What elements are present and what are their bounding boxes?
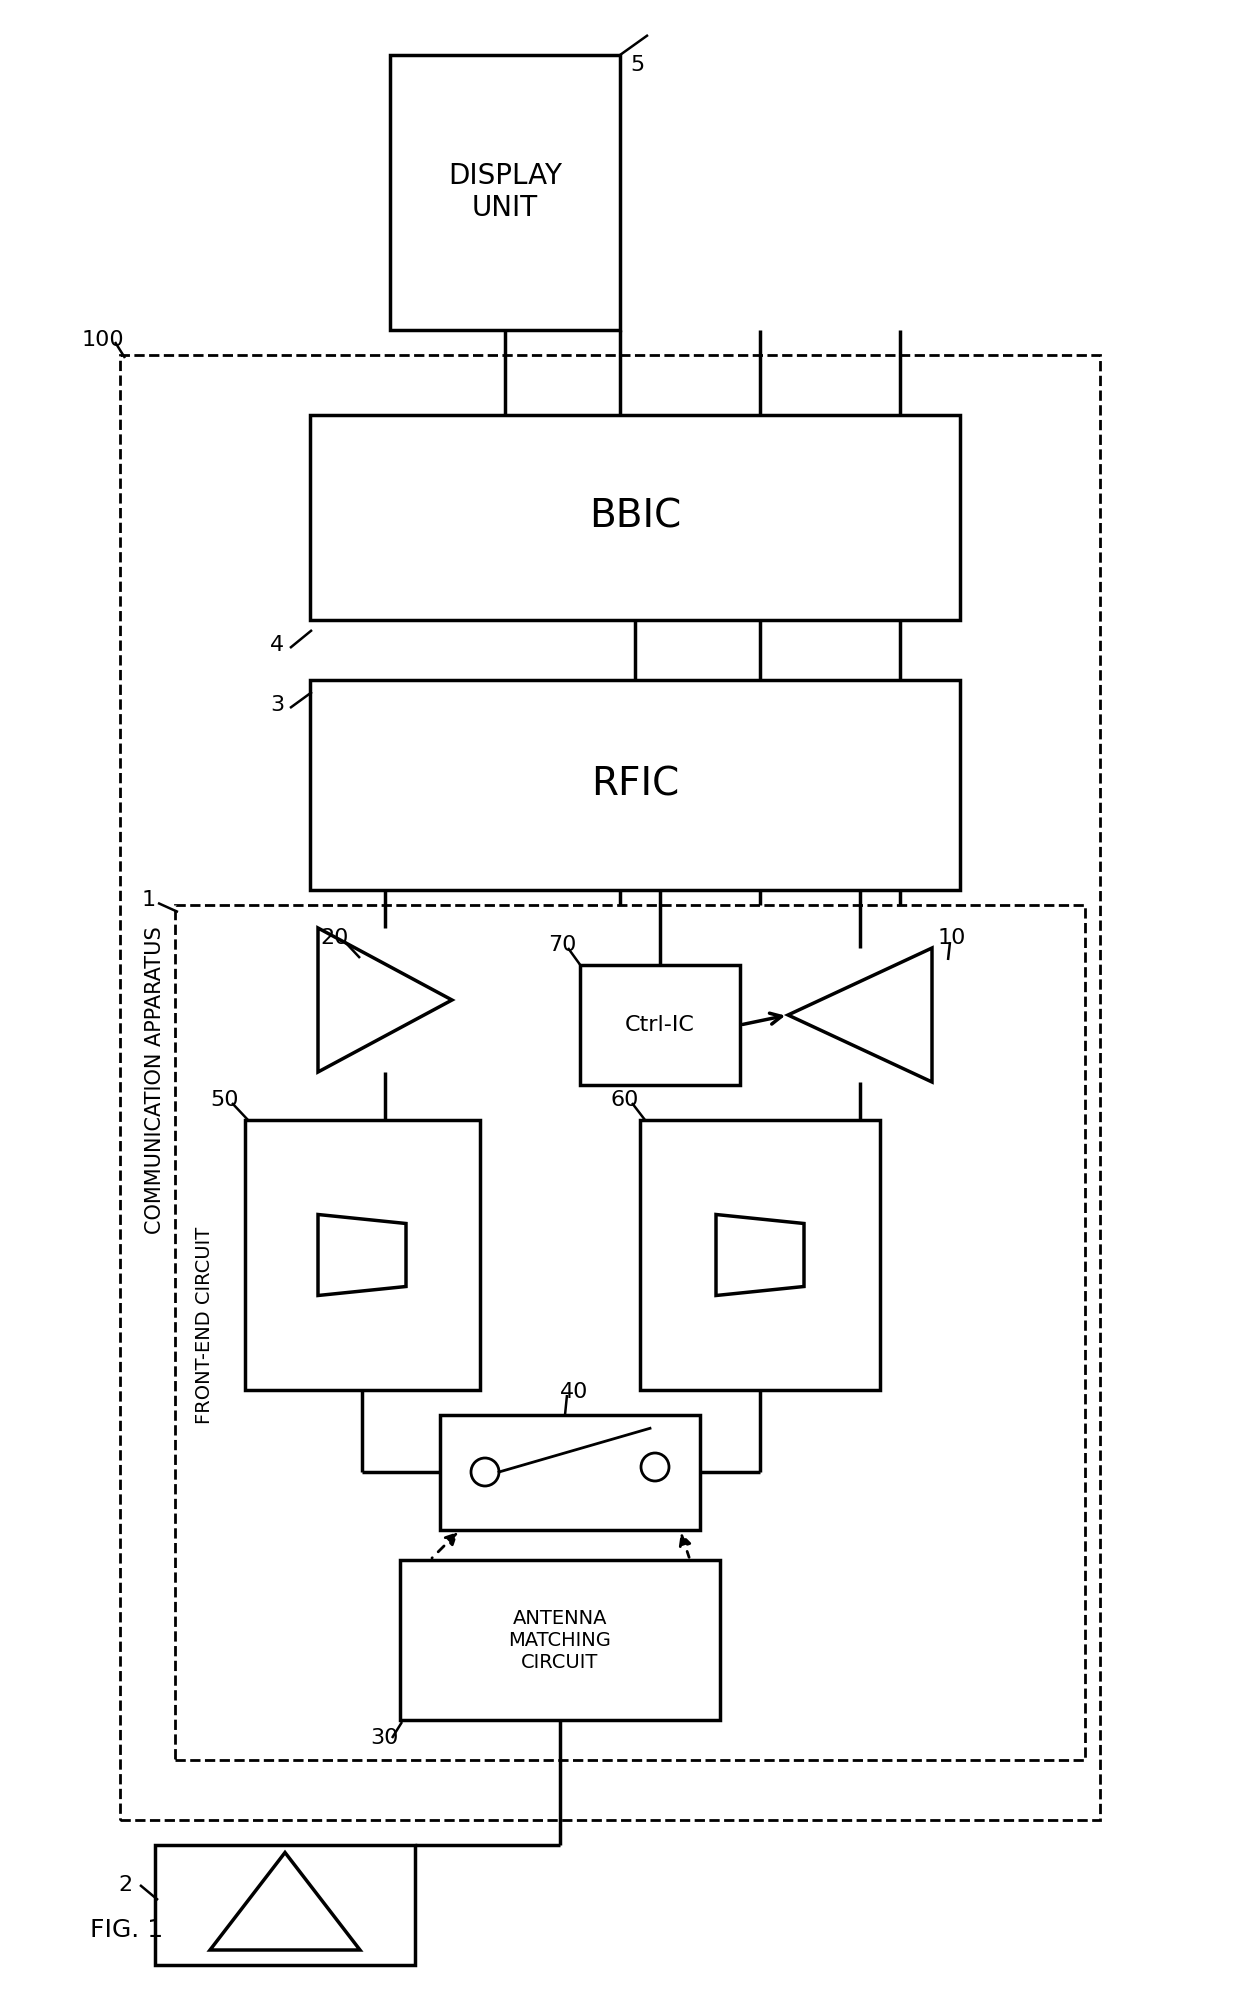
- Bar: [580, 966, 740, 1085]
- Text: 3: 3: [270, 694, 284, 714]
- Text: 4: 4: [270, 634, 284, 654]
- Bar: [246, 1119, 480, 1391]
- Bar: [120, 355, 1100, 1819]
- Text: 100: 100: [82, 329, 125, 349]
- Bar: [391, 56, 620, 329]
- Bar: [401, 1560, 720, 1720]
- Bar: [310, 415, 960, 620]
- Text: 60: 60: [610, 1089, 639, 1109]
- Text: Ctrl-IC: Ctrl-IC: [625, 1015, 694, 1035]
- Bar: [640, 1119, 880, 1391]
- Text: FRONT-END CIRCUIT: FRONT-END CIRCUIT: [196, 1227, 215, 1424]
- Bar: [175, 906, 1085, 1760]
- Bar: [440, 1414, 701, 1530]
- Text: FIG. 1: FIG. 1: [91, 1917, 164, 1941]
- Text: 40: 40: [560, 1383, 588, 1402]
- Text: 70: 70: [548, 936, 577, 956]
- Text: 2: 2: [118, 1875, 133, 1895]
- Bar: [155, 1845, 415, 1965]
- Text: 1: 1: [143, 890, 156, 910]
- Text: RFIC: RFIC: [591, 766, 680, 804]
- Text: 10: 10: [937, 928, 966, 948]
- Text: 30: 30: [370, 1728, 398, 1748]
- Text: ANTENNA
MATCHING
CIRCUIT: ANTENNA MATCHING CIRCUIT: [508, 1608, 611, 1672]
- Text: COMMUNICATION APPARATUS: COMMUNICATION APPARATUS: [145, 926, 165, 1233]
- Text: DISPLAY
UNIT: DISPLAY UNIT: [448, 162, 562, 221]
- Text: 50: 50: [210, 1089, 238, 1109]
- Text: BBIC: BBIC: [589, 499, 681, 537]
- Text: 5: 5: [630, 56, 645, 76]
- Text: 20: 20: [320, 928, 348, 948]
- Bar: [310, 680, 960, 890]
